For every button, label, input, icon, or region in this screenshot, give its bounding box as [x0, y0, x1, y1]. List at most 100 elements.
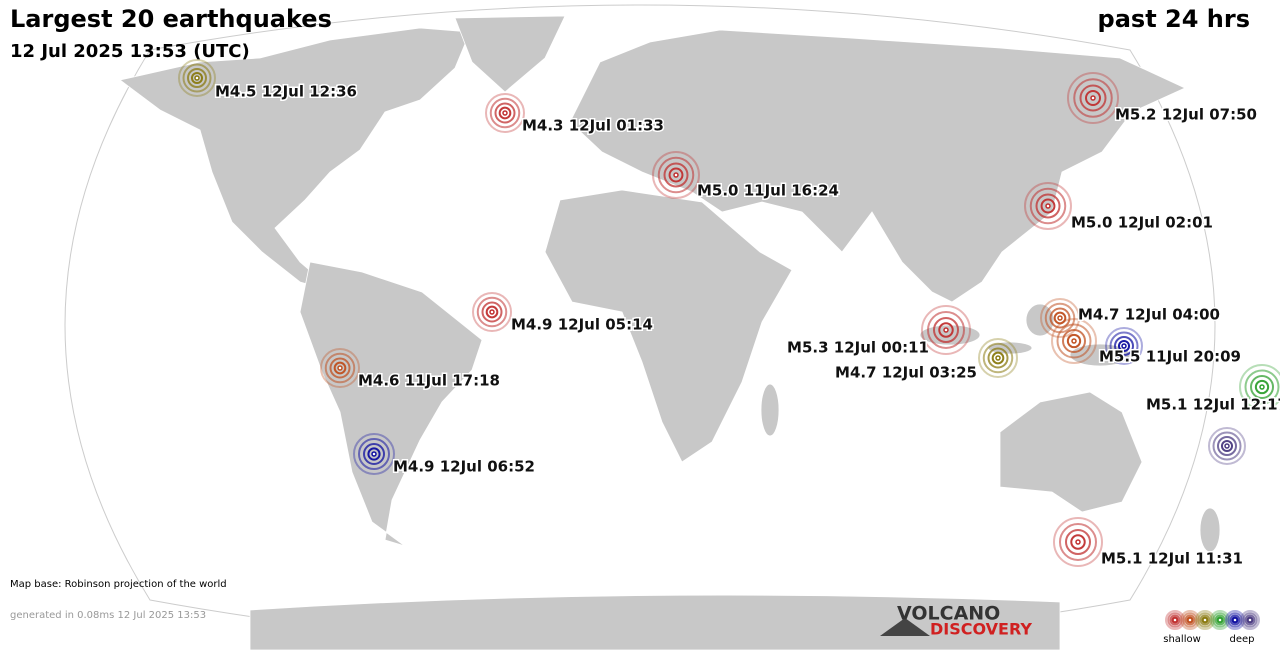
earthquake-marker: [652, 151, 700, 199]
ring: [657, 156, 695, 194]
earthquake-label: M4.9 12Jul 06:52: [393, 458, 535, 476]
ring: [187, 68, 207, 88]
title: Largest 20 earthquakes: [10, 5, 332, 33]
ring: [1217, 436, 1237, 456]
ring: [329, 357, 351, 379]
ring: [1244, 614, 1256, 626]
ring: [1117, 339, 1131, 353]
earthquake-label: M4.7 12Jul 04:00: [1078, 306, 1220, 324]
ring: [182, 63, 212, 93]
center: [489, 309, 495, 315]
ring: [1053, 311, 1067, 325]
ring: [1250, 375, 1274, 399]
ring: [938, 322, 954, 338]
center: [1217, 617, 1223, 623]
earthquake-marker: [978, 338, 1018, 378]
ring: [1167, 612, 1183, 628]
ring: [363, 443, 385, 465]
center: [194, 75, 200, 81]
ring: [1197, 612, 1213, 628]
ring: [1065, 529, 1091, 555]
ring: [1240, 610, 1260, 630]
ring: [1244, 369, 1280, 405]
ring: [1227, 612, 1243, 628]
ring: [353, 433, 395, 475]
earthquake-label: M4.3 12Jul 01:33: [522, 117, 664, 135]
earthquake-marker: [921, 305, 971, 355]
center: [1259, 384, 1265, 390]
ring: [367, 447, 381, 461]
earthquake-label: M4.5 12Jul 12:36: [215, 83, 357, 101]
legend: [1165, 610, 1260, 630]
ring: [324, 352, 356, 384]
earthquake-marker: [1024, 182, 1072, 230]
legend-swatch: [1240, 610, 1260, 630]
center: [1075, 539, 1081, 545]
ring: [1029, 187, 1067, 225]
earthquake-marker: [320, 348, 360, 388]
ring: [663, 162, 689, 188]
ring: [1182, 612, 1198, 628]
earthquake-label: M4.7 12Jul 03:25: [835, 364, 977, 382]
center: [1187, 617, 1193, 623]
center: [943, 327, 949, 333]
earthquake-label: M5.0 12Jul 02:01: [1071, 214, 1213, 232]
period: past 24 hrs: [1098, 5, 1250, 33]
earthquake-label: M5.0 11Jul 16:24: [697, 182, 839, 200]
ring: [1254, 379, 1270, 395]
ring: [494, 102, 516, 124]
ring: [1035, 193, 1061, 219]
ring: [1214, 614, 1226, 626]
center: [1172, 617, 1178, 623]
ring: [476, 296, 508, 328]
center: [1071, 338, 1077, 344]
center: [673, 172, 679, 178]
earthquake-marker: [1105, 327, 1143, 365]
earthquake-label: M5.1 12Jul 11:31: [1101, 550, 1243, 568]
ring: [1184, 614, 1196, 626]
ring: [668, 167, 684, 183]
ring: [481, 301, 503, 323]
ring: [1059, 523, 1097, 561]
earthquake-marker: [353, 433, 395, 475]
ring: [178, 59, 216, 97]
ring: [1242, 612, 1258, 628]
ring: [1051, 318, 1097, 364]
earthquake-label: M4.9 12Jul 05:14: [511, 316, 653, 334]
ring: [1212, 612, 1228, 628]
center: [502, 110, 508, 116]
earthquake-label: M5.5 11Jul 20:09: [1099, 348, 1241, 366]
center: [371, 451, 377, 457]
ring: [1239, 364, 1280, 410]
legend-swatch: [1225, 610, 1245, 630]
ring: [1070, 534, 1086, 550]
center: [1045, 203, 1051, 209]
ring: [1067, 72, 1119, 124]
earthquake-marker: [1053, 517, 1103, 567]
earthquake-label: M5.2 12Jul 07:50: [1115, 106, 1257, 124]
ring: [1056, 323, 1092, 359]
ring: [1109, 331, 1139, 361]
ring: [489, 97, 521, 129]
ring: [1212, 431, 1242, 461]
earthquake-marker: [1051, 318, 1097, 364]
ring: [1073, 78, 1113, 118]
earthquakes: M4.5 12Jul 12:36 M4.3 12Jul 01:33 M5.2 12J…: [178, 59, 1280, 569]
ring: [1169, 614, 1181, 626]
map-base-note: Map base: Robinson projection of the wor…: [10, 579, 227, 590]
ring: [1040, 298, 1080, 338]
ring: [991, 351, 1005, 365]
ring: [498, 106, 512, 120]
center: [1121, 343, 1127, 349]
center: [1224, 443, 1230, 449]
ring: [1229, 614, 1241, 626]
center: [1232, 617, 1238, 623]
earthquake-label: M4.6 11Jul 17:18: [358, 372, 500, 390]
ring: [1040, 198, 1056, 214]
ring: [1079, 84, 1107, 112]
ring: [1085, 90, 1101, 106]
land: [119, 15, 1221, 650]
ring: [485, 93, 525, 133]
timestamp: 12 Jul 2025 13:53 (UTC): [10, 41, 250, 62]
ring: [485, 305, 499, 319]
